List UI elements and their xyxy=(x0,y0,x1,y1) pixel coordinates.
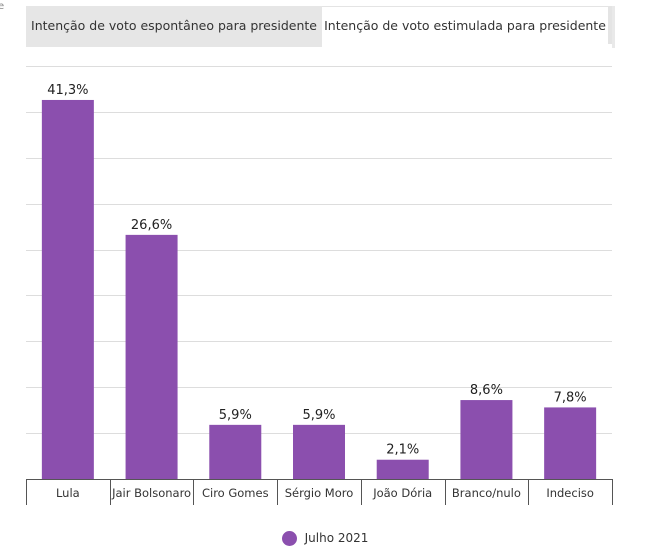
chart-tabs: Intenção de voto espontâneo para preside… xyxy=(26,6,612,44)
bar[interactable] xyxy=(125,234,178,479)
chart-legend: Julho 2021 xyxy=(0,528,650,548)
data-label: 7,8% xyxy=(554,390,587,405)
tab-shadow xyxy=(612,6,615,48)
bar[interactable] xyxy=(460,400,513,479)
bar-chart: 41,3% Lula 26,6% Jair Bolsonaro 5,9% Ciro Gom… xyxy=(26,66,613,505)
bar[interactable] xyxy=(293,424,345,479)
bar[interactable] xyxy=(376,459,429,479)
data-label: 41,3% xyxy=(47,83,88,98)
tab-underline xyxy=(26,44,322,47)
tab-spontaneous-vote[interactable]: Intenção de voto espontâneo para preside… xyxy=(26,6,322,44)
x-tick-label: Branco/nulo xyxy=(452,486,521,500)
x-tick-label: Indeciso xyxy=(546,486,594,500)
bar[interactable] xyxy=(41,99,94,480)
legend-swatch xyxy=(281,530,297,546)
data-label: 5,9% xyxy=(219,408,252,423)
legend-label: Julho 2021 xyxy=(304,531,369,545)
x-tick-label: Sérgio Moro xyxy=(285,486,354,500)
data-label: 2,1% xyxy=(386,443,419,458)
bar[interactable] xyxy=(209,424,262,479)
cropped-edge-glyph: e xyxy=(0,1,5,12)
x-tick-label: Ciro Gomes xyxy=(202,486,269,500)
tab-stimulated-vote[interactable]: Intenção de voto estimulada para preside… xyxy=(322,6,612,44)
x-tick-label: João Dória xyxy=(372,486,432,500)
bar[interactable] xyxy=(544,407,597,479)
x-tick-label: Lula xyxy=(56,486,80,500)
data-label: 8,6% xyxy=(470,383,503,398)
x-tick-label: Jair Bolsonaro xyxy=(111,486,191,500)
data-label: 26,6% xyxy=(131,218,172,233)
data-label: 5,9% xyxy=(302,408,335,423)
